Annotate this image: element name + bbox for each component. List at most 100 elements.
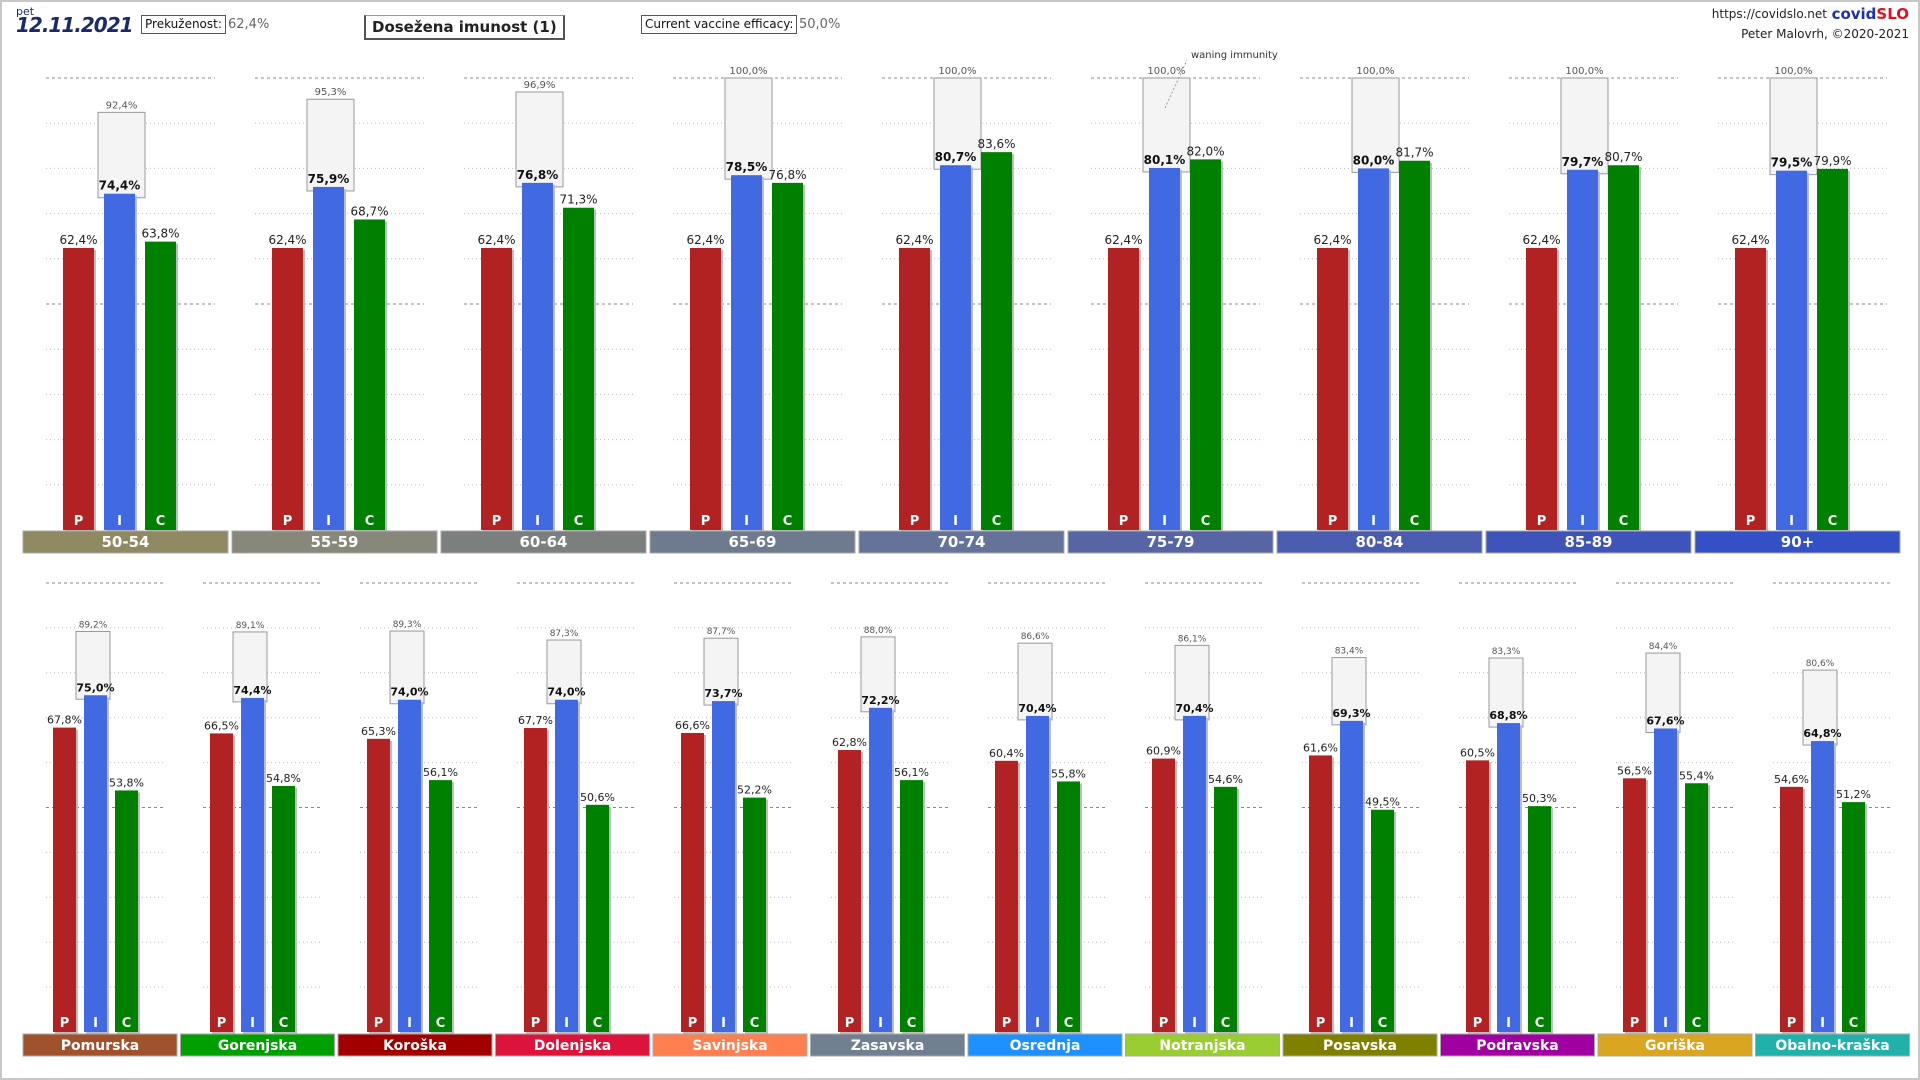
category-label: 50-54: [102, 533, 150, 551]
bar-i: [398, 699, 421, 1032]
max-value-label: 89,1%: [236, 621, 265, 631]
max-immunity-box: [1488, 657, 1524, 728]
bar-i: [1026, 715, 1049, 1032]
bar-letter: I: [1820, 1016, 1825, 1031]
value-label: 60,5%: [1460, 746, 1495, 759]
bar-letter: I: [93, 1016, 98, 1031]
value-label: 62,4%: [1522, 233, 1560, 247]
value-label: 73,7%: [704, 687, 742, 700]
category-box: [652, 1033, 808, 1057]
value-label: 74,4%: [233, 684, 271, 697]
bar-c: [1057, 781, 1080, 1032]
bar-letter: P: [1630, 1016, 1640, 1031]
max-immunity-box: [724, 77, 773, 180]
bar-c: [900, 780, 923, 1032]
bar-c: [1817, 168, 1848, 531]
bar-p: [481, 247, 512, 530]
bar-letter: C: [1221, 1016, 1231, 1031]
category-box: [1440, 1033, 1595, 1057]
bar-i: [84, 695, 107, 1032]
bar-i: [522, 182, 553, 530]
value-label: 75,0%: [76, 681, 114, 694]
bar-letter: I: [326, 514, 331, 529]
category-label: Zasavska: [851, 1038, 925, 1054]
value-label: 66,6%: [675, 719, 710, 732]
bar-letter: I: [744, 514, 749, 529]
category-label: 65-69: [729, 533, 777, 551]
bar-letter: P: [74, 514, 84, 529]
bar-c: [1842, 802, 1865, 1032]
category-label: 70-74: [938, 533, 986, 551]
max-immunity-box: [1645, 652, 1681, 733]
max-value-label: 86,6%: [1021, 632, 1050, 642]
bar-letter: C: [1064, 1016, 1074, 1031]
max-immunity-box: [703, 637, 739, 706]
bar-c: [354, 219, 385, 530]
bar-letter: I: [1035, 1016, 1040, 1031]
value-label: 60,9%: [1146, 745, 1181, 758]
bar-letter: P: [217, 1016, 227, 1031]
value-label: 74,4%: [99, 179, 141, 193]
value-label: 80,1%: [1144, 153, 1186, 167]
bar-i: [1811, 741, 1834, 1032]
value-label: 80,7%: [935, 150, 977, 164]
value-label: 56,5%: [1617, 764, 1652, 777]
value-label: 79,9%: [1813, 154, 1851, 168]
category-label: Obalno-kraška: [1775, 1038, 1889, 1054]
max-value-label: 87,7%: [707, 627, 736, 637]
bar-i: [1654, 728, 1677, 1032]
max-immunity-box: [515, 91, 564, 188]
value-label: 79,5%: [1771, 156, 1813, 170]
bar-i: [313, 186, 344, 530]
bar-p: [1309, 755, 1332, 1032]
bar-c: [1371, 809, 1394, 1032]
day-name: pet: [16, 5, 35, 18]
value-label: 52,2%: [737, 784, 772, 797]
bar-letter: C: [574, 514, 584, 529]
site-logo: covidSLO: [1832, 5, 1909, 23]
logo-part-covid: covid: [1831, 5, 1877, 23]
header: pet 12.11.2021 Prekuženost: 62,4% Doseže…: [0, 0, 1920, 50]
bar-p: [1526, 247, 1557, 530]
category-box: [22, 530, 229, 554]
bar-p: [210, 733, 233, 1032]
bar-p: [1780, 786, 1803, 1032]
value-label: 67,6%: [1646, 714, 1684, 727]
category-label: Gorenjska: [218, 1038, 297, 1054]
category-box: [1485, 530, 1692, 554]
bar-c: [115, 790, 138, 1032]
max-immunity-box: [1802, 669, 1838, 746]
bar-i: [1149, 167, 1180, 530]
bar-letter: P: [1746, 514, 1756, 529]
bar-letter: P: [283, 514, 293, 529]
max-value-label: 89,3%: [393, 620, 422, 630]
bar-c: [1528, 806, 1551, 1032]
bar-letter: I: [407, 1016, 412, 1031]
bar-p: [1152, 758, 1175, 1032]
site-url[interactable]: https://covidslo.net: [1711, 7, 1827, 21]
bar-c: [563, 207, 594, 530]
bar-letter: C: [1619, 514, 1629, 529]
max-immunity-box: [232, 631, 268, 703]
value-label: 68,8%: [1489, 709, 1527, 722]
efficacy-label: Current vaccine efficacy:: [641, 15, 798, 34]
bar-p: [1623, 778, 1646, 1032]
max-value-label: 83,4%: [1335, 647, 1364, 657]
bar-letter: P: [845, 1016, 855, 1031]
value-label: 80,7%: [1604, 150, 1642, 164]
bar-letter: P: [688, 1016, 698, 1031]
value-label: 50,6%: [580, 791, 615, 804]
category-box: [1597, 1033, 1753, 1057]
category-box: [22, 1033, 178, 1057]
value-label: 60,4%: [989, 747, 1024, 760]
category-box: [1694, 530, 1901, 554]
value-label: 66,5%: [204, 719, 239, 732]
category-box: [440, 530, 647, 554]
value-label: 62,4%: [268, 233, 306, 247]
category-label: 80-84: [1356, 533, 1404, 551]
category-label: Osrednja: [1010, 1038, 1081, 1054]
max-value-label: 86,1%: [1178, 634, 1207, 644]
bar-i: [241, 697, 264, 1032]
value-label: 54,6%: [1208, 773, 1243, 786]
